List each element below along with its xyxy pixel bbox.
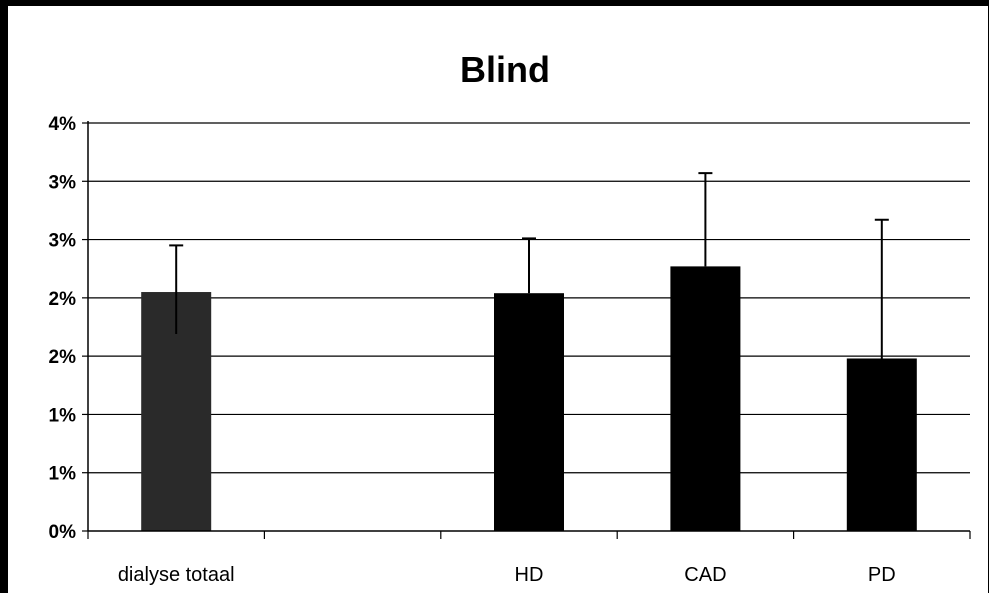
x-category-label: CAD bbox=[684, 564, 726, 586]
y-tick-label: 1% bbox=[49, 405, 77, 426]
x-category-label: PD bbox=[868, 564, 896, 586]
x-axis-category-labels: dialyse totaal HD CAD PD bbox=[118, 564, 896, 586]
x-category-label: dialyse totaal bbox=[118, 564, 235, 586]
y-tick-label: 3% bbox=[49, 231, 77, 252]
axes bbox=[82, 121, 971, 539]
y-tick-label: 0% bbox=[49, 522, 77, 543]
y-tick-label: 3% bbox=[49, 172, 77, 193]
bar-chart: Blind 0% 1% 1% 2% 2% 3% 3% 4% dialyse totaal HD C… bbox=[49, 49, 971, 586]
y-tick-label: 2% bbox=[49, 347, 77, 368]
bar bbox=[494, 293, 564, 531]
bar bbox=[670, 266, 741, 531]
y-axis-tick-labels: 0% 1% 1% 2% 2% 3% 3% 4% bbox=[49, 114, 77, 543]
bars bbox=[141, 266, 917, 531]
chart-title: Blind bbox=[460, 49, 550, 90]
y-tick-label: 2% bbox=[49, 289, 77, 310]
y-tick-label: 1% bbox=[49, 464, 77, 485]
bar bbox=[846, 358, 917, 531]
error-bars bbox=[169, 172, 889, 359]
y-tick-label: 4% bbox=[49, 114, 77, 135]
x-category-label: HD bbox=[515, 564, 544, 586]
chart-area: Blind 0% 1% 1% 2% 2% 3% 3% 4% dialyse totaal HD C… bbox=[8, 6, 988, 593]
